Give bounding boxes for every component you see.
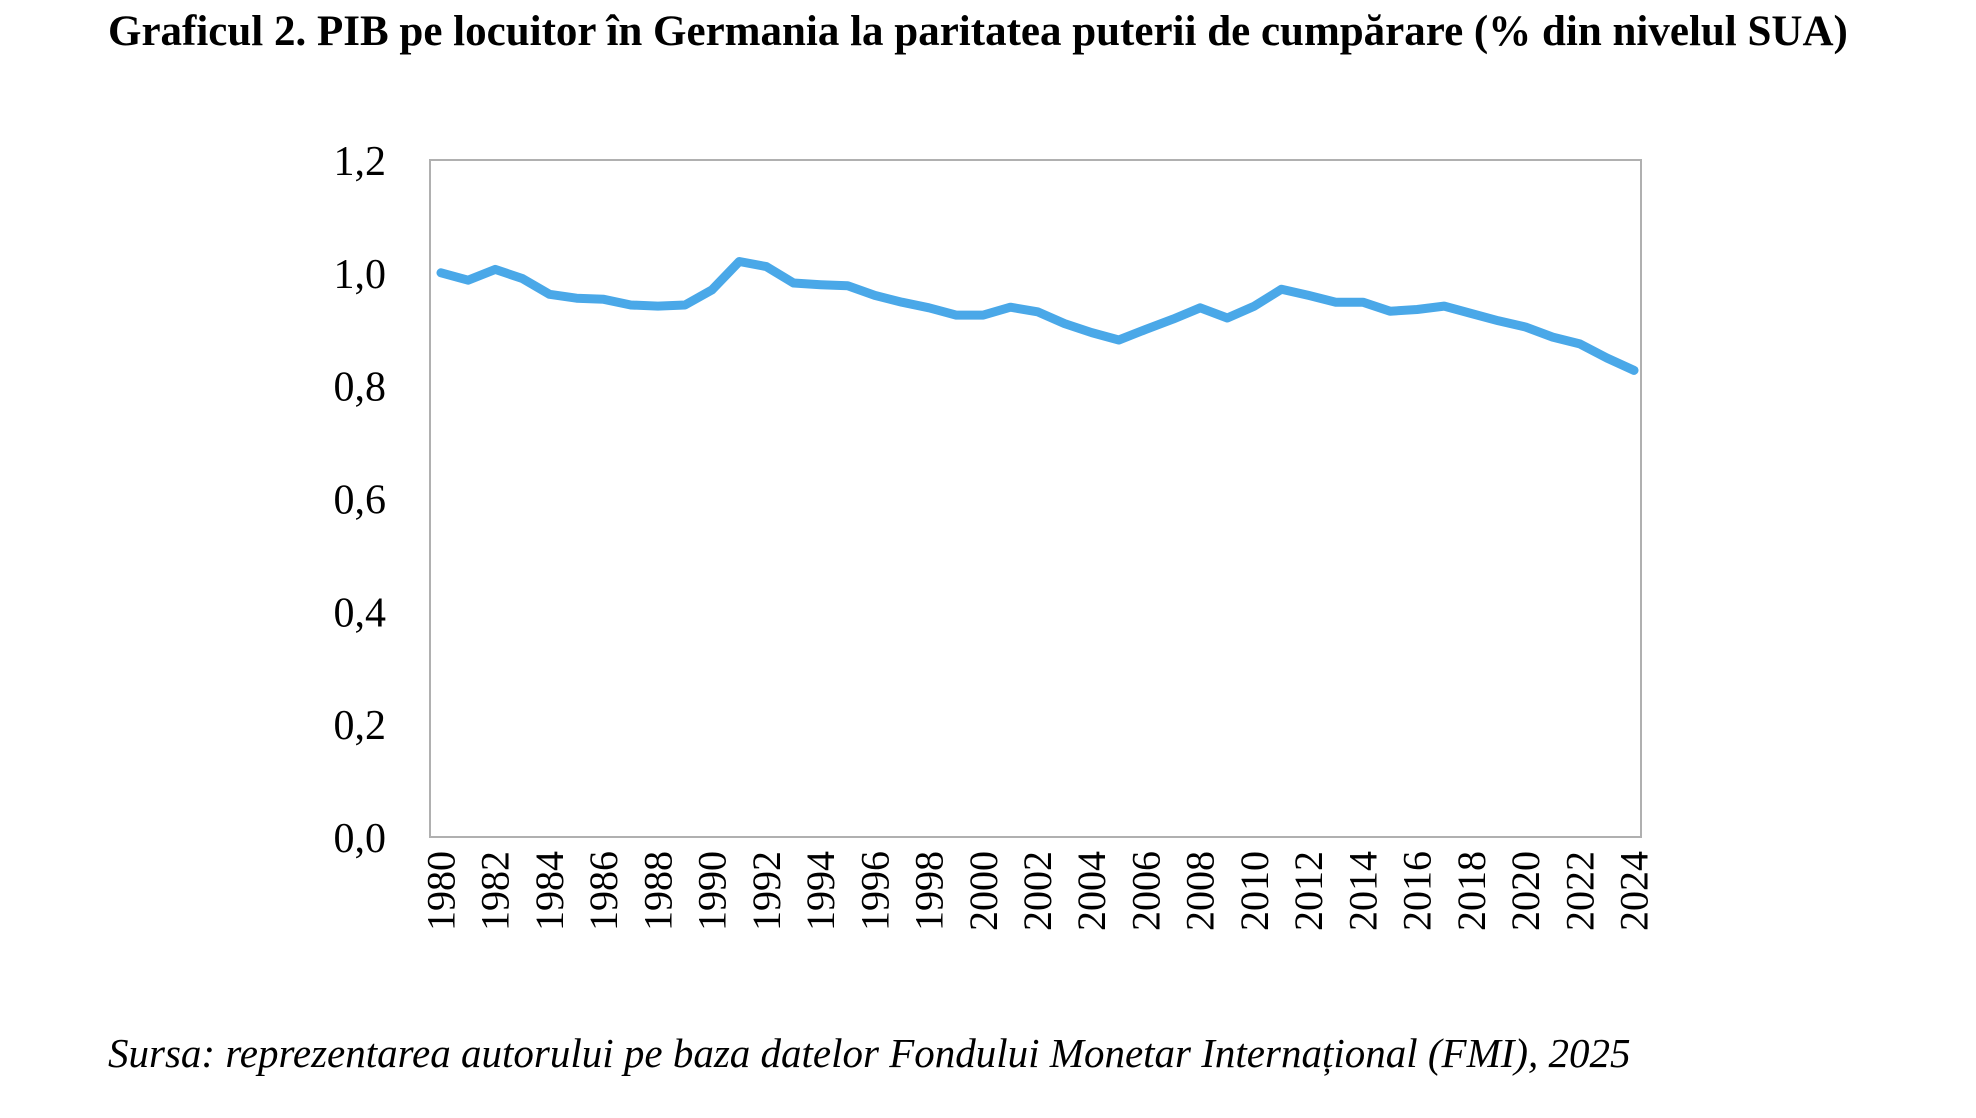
chart-title: Graficul 2. PIB pe locuitor în Germania … bbox=[108, 8, 1848, 55]
x-tick-label: 2020 bbox=[1503, 851, 1548, 931]
x-tick-label: 1996 bbox=[852, 851, 897, 931]
x-tick-label: 2016 bbox=[1395, 851, 1440, 931]
y-tick-label: 0,0 bbox=[334, 816, 387, 862]
x-axis: 1980 1982 1984 1986 1988 1990 1992 1994 1996 1998… bbox=[419, 851, 1657, 931]
x-tick-label: 1990 bbox=[690, 851, 735, 931]
y-tick-label: 0,6 bbox=[334, 478, 387, 524]
y-tick-label: 0,8 bbox=[334, 365, 387, 411]
x-tick-label: 2014 bbox=[1340, 851, 1385, 931]
x-tick-label: 1984 bbox=[527, 851, 572, 931]
x-tick-label: 2004 bbox=[1069, 851, 1114, 931]
x-tick-label: 2006 bbox=[1123, 851, 1168, 931]
x-tick-label: 1988 bbox=[635, 851, 680, 931]
x-tick-label: 1986 bbox=[581, 851, 626, 931]
y-axis: 0,0 0,2 0,4 0,6 0,8 1,0 1,2 bbox=[334, 139, 387, 862]
x-tick-label: 1980 bbox=[419, 851, 464, 931]
y-tick-label: 1,2 bbox=[334, 139, 387, 185]
y-tick-label: 1,0 bbox=[334, 252, 387, 298]
x-tick-label: 1982 bbox=[473, 851, 518, 931]
x-tick-label: 2000 bbox=[961, 851, 1006, 931]
y-tick-label: 0,2 bbox=[334, 703, 387, 749]
x-tick-label: 2002 bbox=[1015, 851, 1060, 931]
x-tick-label: 1992 bbox=[744, 851, 789, 931]
source-note: Sursa: reprezentarea autorului pe baza d… bbox=[108, 1030, 1631, 1076]
x-tick-label: 2012 bbox=[1286, 851, 1331, 931]
series-line bbox=[436, 257, 1639, 375]
x-tick-label: 1998 bbox=[907, 851, 952, 931]
x-tick-label: 2018 bbox=[1449, 851, 1494, 931]
plot-area-border bbox=[429, 159, 1642, 838]
y-tick-label: 0,4 bbox=[334, 590, 387, 636]
x-tick-label: 2024 bbox=[1612, 851, 1657, 931]
x-tick-label: 2010 bbox=[1232, 851, 1277, 931]
x-tick-label: 2022 bbox=[1557, 851, 1602, 931]
x-tick-label: 2008 bbox=[1178, 851, 1223, 931]
x-tick-label: 1994 bbox=[798, 851, 843, 931]
